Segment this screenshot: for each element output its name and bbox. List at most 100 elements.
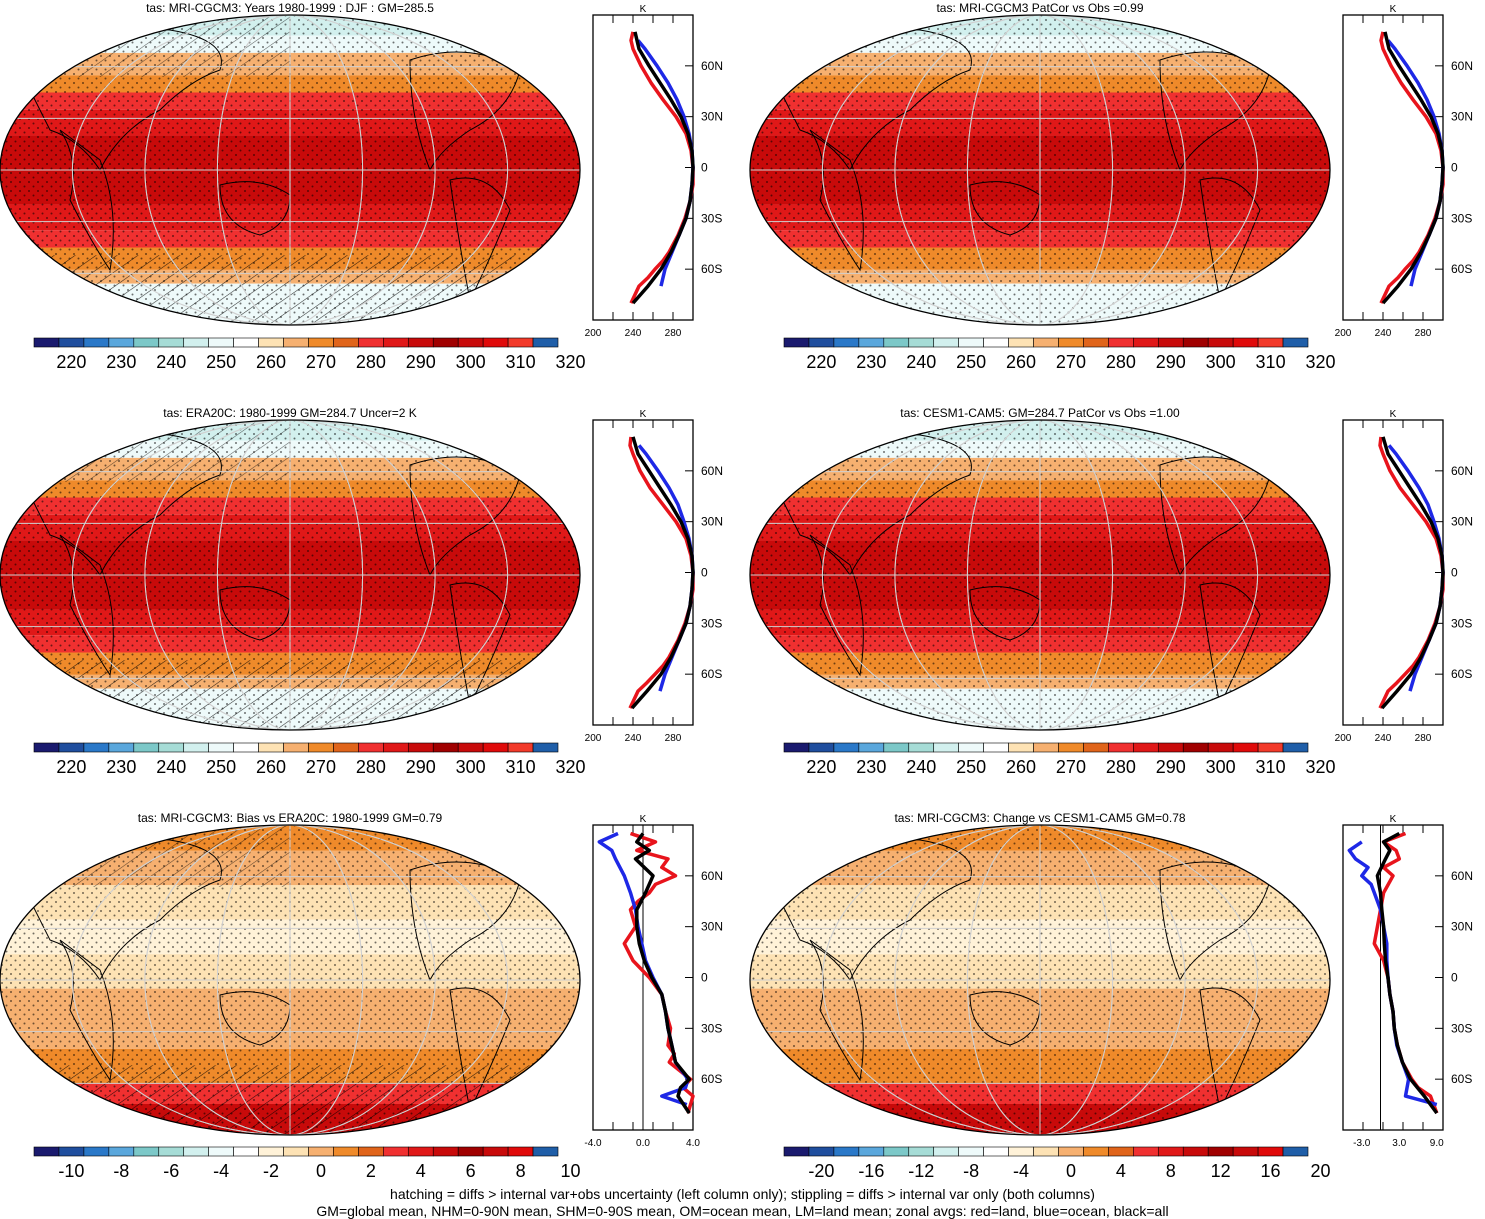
colorbar-tick-label: 250 — [206, 757, 236, 777]
zonal-lat-label: 30N — [1451, 110, 1473, 124]
colorbar-tick-label: -4 — [213, 1161, 229, 1181]
colorbar-swatch — [134, 743, 159, 752]
colorbar-swatch — [784, 338, 809, 347]
colorbar-swatch — [234, 743, 259, 752]
zonal-unit-label: K — [640, 409, 647, 420]
colorbar-swatch — [1083, 338, 1108, 347]
colorbar-swatch — [408, 338, 433, 347]
colorbar-swatch — [184, 743, 209, 752]
colorbar-tick-label: -8 — [963, 1161, 979, 1181]
colorbar-swatch — [1208, 1147, 1233, 1156]
colorbar-swatch — [1083, 1147, 1108, 1156]
colorbar-tick-label: 270 — [306, 757, 336, 777]
colorbar-tick-label: 16 — [1261, 1161, 1281, 1181]
colorbar-swatch — [1183, 743, 1208, 752]
zonal-x-tick-label: 200 — [1335, 733, 1352, 744]
colorbar-tick-label: 320 — [1305, 757, 1335, 777]
colorbar-swatch — [259, 743, 284, 752]
colorbar-tick-label: 230 — [106, 757, 136, 777]
colorbar-swatch — [284, 338, 309, 347]
colorbar-swatch — [834, 338, 859, 347]
colorbar-tick-label: 220 — [56, 757, 86, 777]
colorbar-swatch — [383, 1147, 408, 1156]
zonal-x-tick-label: 280 — [665, 733, 682, 744]
zonal-frame — [1343, 420, 1443, 725]
footer-line-1: hatching = diffs > internal var+obs unce… — [0, 1186, 1485, 1202]
colorbar-swatch — [383, 743, 408, 752]
colorbar-swatch — [1158, 1147, 1183, 1156]
colorbar-swatch — [1283, 1147, 1308, 1156]
colorbar-tick-label: -12 — [908, 1161, 934, 1181]
colorbar-swatch — [1108, 743, 1133, 752]
zonal-lat-label: 60S — [1451, 262, 1472, 276]
zonal-lat-label: 0 — [701, 566, 708, 580]
colorbar-swatch — [483, 1147, 508, 1156]
colorbar-swatch — [1108, 338, 1133, 347]
colorbar-tick-label: 220 — [806, 352, 836, 372]
colorbar-tick-label: -10 — [58, 1161, 84, 1181]
zonal-x-tick-label: 240 — [625, 328, 642, 339]
zonal-lat-label: 30S — [1451, 1021, 1472, 1035]
zonal-lat-label: 60N — [1451, 464, 1473, 478]
colorbar-swatch — [458, 338, 483, 347]
colorbar-tick-label: 8 — [516, 1161, 526, 1181]
zonal-all-line — [1377, 834, 1436, 1114]
colorbar-swatch — [109, 1147, 134, 1156]
colorbar-tick-label: 300 — [456, 757, 486, 777]
panel-title: tas: MRI-CGCM3 PatCor vs Obs =0.99 — [936, 1, 1143, 15]
colorbar-tick-label: 260 — [256, 757, 286, 777]
zonal-x-tick-label: -3.0 — [1353, 1138, 1371, 1149]
colorbar-swatch — [1009, 743, 1034, 752]
colorbar-swatch — [1233, 743, 1258, 752]
colorbar-swatch — [1183, 1147, 1208, 1156]
colorbar-swatch — [859, 1147, 884, 1156]
colorbar-swatch — [1208, 743, 1233, 752]
colorbar-swatch — [1034, 1147, 1059, 1156]
zonal-lat-label: 60S — [1451, 667, 1472, 681]
colorbar-swatch — [984, 338, 1009, 347]
colorbar-tick-label: 230 — [856, 352, 886, 372]
colorbar-swatch — [109, 743, 134, 752]
colorbar-swatch — [159, 1147, 184, 1156]
colorbar-swatch — [308, 743, 333, 752]
colorbar-tick-label: 250 — [206, 352, 236, 372]
colorbar-swatch — [1009, 1147, 1034, 1156]
colorbar-swatch — [458, 743, 483, 752]
colorbar-tick-label: 320 — [555, 352, 585, 372]
zonal-lat-label: 30N — [701, 110, 723, 124]
zonal-frame — [1343, 825, 1443, 1130]
colorbar-swatch — [1133, 338, 1158, 347]
colorbar-swatch — [809, 338, 834, 347]
footer-line-2: GM=global mean, NHM=0-90N mean, SHM=0-90… — [0, 1203, 1485, 1219]
zonal-frame — [593, 420, 693, 725]
zonal-lat-label: 0 — [701, 971, 708, 985]
colorbar-swatch — [1258, 743, 1283, 752]
colorbar-tick-label: 290 — [1156, 757, 1186, 777]
colorbar-tick-label: 10 — [560, 1161, 580, 1181]
panel-title: tas: ERA20C: 1980-1999 GM=284.7 Uncer=2 … — [163, 406, 416, 420]
colorbar-swatch — [809, 743, 834, 752]
colorbar-swatch — [383, 338, 408, 347]
colorbar-swatch — [408, 743, 433, 752]
colorbar-tick-label: -20 — [808, 1161, 834, 1181]
colorbar-tick-label: 220 — [806, 757, 836, 777]
colorbar-swatch — [184, 1147, 209, 1156]
colorbar-swatch — [84, 743, 109, 752]
colorbar-swatch — [1208, 338, 1233, 347]
colorbar-swatch — [458, 1147, 483, 1156]
colorbar-swatch — [209, 338, 234, 347]
panel-title: tas: MRI-CGCM3: Years 1980-1999 : DJF : … — [146, 1, 434, 15]
colorbar-swatch — [1258, 338, 1283, 347]
colorbar-tick-label: 230 — [856, 757, 886, 777]
colorbar-swatch — [884, 743, 909, 752]
colorbar-swatch — [308, 1147, 333, 1156]
zonal-x-tick-label: 240 — [1375, 733, 1392, 744]
colorbar-swatch — [84, 1147, 109, 1156]
colorbar-tick-label: 310 — [506, 757, 536, 777]
zonal-x-tick-label: 280 — [665, 328, 682, 339]
colorbar-swatch — [859, 338, 884, 347]
